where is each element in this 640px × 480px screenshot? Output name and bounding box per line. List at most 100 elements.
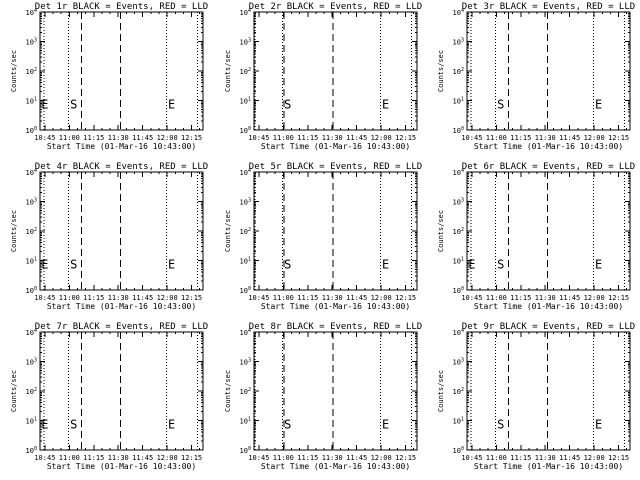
x-axis-label: Start Time (01-Mar-16 10:43:00) bbox=[261, 302, 410, 311]
edge-marker-e: E bbox=[41, 417, 48, 431]
y-tick-label: 100 bbox=[453, 286, 464, 295]
marker-s: S bbox=[497, 257, 504, 271]
y-tick-label: 103 bbox=[240, 358, 251, 367]
x-tick-label: 12:15 bbox=[181, 294, 202, 302]
y-tick-label: 103 bbox=[453, 38, 464, 47]
marker-s: S bbox=[497, 417, 504, 431]
y-tick-label: 102 bbox=[453, 227, 464, 236]
y-tick-label: 104 bbox=[240, 328, 251, 337]
x-tick-label: 12:15 bbox=[181, 134, 202, 142]
x-tick-label: 12:15 bbox=[395, 454, 416, 462]
y-axis-label: Counts/sec bbox=[224, 50, 232, 92]
panel-3: Det 3r BLACK = Events, RED = LLD 100 101 10… bbox=[437, 2, 635, 151]
y-tick-label: 102 bbox=[240, 227, 251, 236]
x-tick-label: 11:30 bbox=[535, 134, 556, 142]
y-tick-label: 103 bbox=[240, 198, 251, 207]
y-tick-label: 104 bbox=[26, 168, 37, 177]
x-tick-label: 11:45 bbox=[559, 454, 580, 462]
y-tick-label: 104 bbox=[26, 8, 37, 17]
marker-s: S bbox=[70, 257, 77, 271]
y-tick-label: 102 bbox=[26, 387, 37, 396]
y-axis-label: Counts/sec bbox=[10, 210, 18, 252]
panel-title: Det 2r BLACK = Events, RED = LLD bbox=[249, 2, 422, 12]
panel-7: Det 7r BLACK = Events, RED = LLD 100 101 10… bbox=[10, 322, 208, 471]
x-tick-label: 11:00 bbox=[273, 134, 294, 142]
y-tick-label: 101 bbox=[240, 417, 251, 426]
y-tick-label: 101 bbox=[26, 257, 37, 266]
panel-title: Det 5r BLACK = Events, RED = LLD bbox=[249, 162, 422, 172]
x-tick-label: 11:00 bbox=[59, 294, 80, 302]
y-tick-label: 103 bbox=[26, 38, 37, 47]
x-tick-label: 11:30 bbox=[108, 134, 129, 142]
marker-s: S bbox=[284, 417, 291, 431]
x-tick-label: 11:45 bbox=[346, 134, 367, 142]
x-tick-label: 11:15 bbox=[83, 294, 104, 302]
x-tick-label: 12:00 bbox=[584, 454, 605, 462]
x-tick-label: 11:15 bbox=[83, 134, 104, 142]
x-tick-label: 10:45 bbox=[461, 134, 482, 142]
x-tick-label: 11:00 bbox=[273, 294, 294, 302]
y-tick-label: 103 bbox=[453, 358, 464, 367]
y-axis-label: Counts/sec bbox=[10, 370, 18, 412]
y-tick-label: 104 bbox=[240, 168, 251, 177]
x-tick-label: 12:15 bbox=[181, 454, 202, 462]
x-axis-label: Start Time (01-Mar-16 10:43:00) bbox=[261, 142, 410, 151]
y-tick-label: 100 bbox=[26, 126, 37, 135]
x-tick-label: 11:30 bbox=[535, 454, 556, 462]
panel-4: Det 4r BLACK = Events, RED = LLD 100 101 10… bbox=[10, 162, 208, 311]
x-tick-label: 11:00 bbox=[486, 294, 507, 302]
x-tick-label: 11:15 bbox=[510, 454, 531, 462]
y-axis-label: Counts/sec bbox=[437, 210, 445, 252]
x-tick-label: 11:30 bbox=[322, 134, 343, 142]
x-tick-label: 12:00 bbox=[584, 134, 605, 142]
panel-title: Det 1r BLACK = Events, RED = LLD bbox=[35, 2, 208, 12]
y-tick-label: 101 bbox=[453, 97, 464, 106]
y-tick-label: 102 bbox=[26, 227, 37, 236]
x-tick-label: 10:45 bbox=[248, 134, 269, 142]
edge-marker-e: E bbox=[41, 257, 48, 271]
y-axis-label: Counts/sec bbox=[437, 50, 445, 92]
y-tick-label: 101 bbox=[240, 97, 251, 106]
y-tick-label: 100 bbox=[26, 446, 37, 455]
y-tick-label: 101 bbox=[26, 97, 37, 106]
y-tick-label: 103 bbox=[26, 358, 37, 367]
panel-1: Det 1r BLACK = Events, RED = LLD 100 101 10… bbox=[10, 2, 208, 151]
x-axis-label: Start Time (01-Mar-16 10:43:00) bbox=[474, 302, 623, 311]
y-tick-label: 102 bbox=[240, 67, 251, 76]
x-tick-label: 11:00 bbox=[273, 454, 294, 462]
x-tick-label: 12:15 bbox=[395, 294, 416, 302]
x-tick-label: 11:30 bbox=[535, 294, 556, 302]
marker-s: S bbox=[70, 417, 77, 431]
y-tick-label: 101 bbox=[240, 257, 251, 266]
x-tick-label: 10:45 bbox=[34, 454, 55, 462]
y-tick-label: 102 bbox=[26, 67, 37, 76]
marker-e: E bbox=[595, 417, 602, 431]
y-tick-label: 100 bbox=[453, 446, 464, 455]
panel-title: Det 6r BLACK = Events, RED = LLD bbox=[462, 162, 635, 172]
marker-e: E bbox=[595, 257, 602, 271]
panel-title: Det 7r BLACK = Events, RED = LLD bbox=[35, 322, 208, 332]
y-tick-label: 100 bbox=[26, 286, 37, 295]
y-tick-label: 100 bbox=[453, 126, 464, 135]
marker-e: E bbox=[168, 417, 175, 431]
x-tick-label: 12:15 bbox=[608, 134, 629, 142]
x-tick-label: 12:00 bbox=[157, 454, 178, 462]
x-tick-label: 10:45 bbox=[461, 454, 482, 462]
y-tick-label: 103 bbox=[240, 38, 251, 47]
x-tick-label: 11:00 bbox=[59, 454, 80, 462]
marker-e: E bbox=[168, 97, 175, 111]
marker-e: E bbox=[382, 257, 389, 271]
x-axis-label: Start Time (01-Mar-16 10:43:00) bbox=[47, 302, 196, 311]
y-tick-label: 100 bbox=[240, 286, 251, 295]
marker-s: S bbox=[70, 97, 77, 111]
x-tick-label: 11:45 bbox=[559, 134, 580, 142]
y-tick-label: 102 bbox=[453, 387, 464, 396]
x-tick-label: 11:30 bbox=[108, 294, 129, 302]
y-axis-label: Counts/sec bbox=[224, 210, 232, 252]
x-tick-label: 12:00 bbox=[157, 294, 178, 302]
x-axis-label: Start Time (01-Mar-16 10:43:00) bbox=[474, 462, 623, 471]
x-tick-label: 12:15 bbox=[608, 294, 629, 302]
x-tick-label: 11:45 bbox=[132, 294, 153, 302]
edge-marker-e: E bbox=[41, 97, 48, 111]
